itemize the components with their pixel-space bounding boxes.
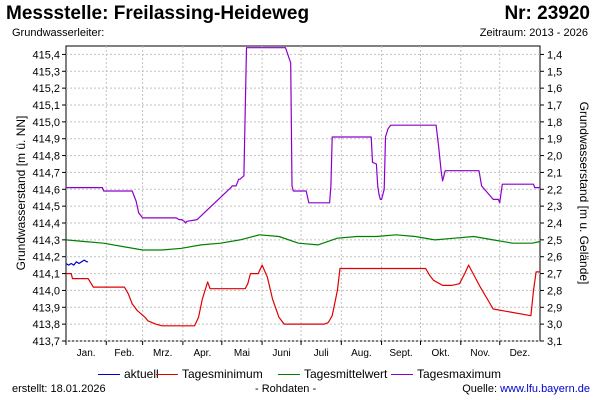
- y-tick-label-left: 414,8: [32, 151, 60, 163]
- y-tick-label-right: 1,5: [547, 66, 562, 78]
- y-tick-label-right: 2,9: [547, 302, 562, 314]
- y-tick-label-right: 2,5: [547, 235, 562, 247]
- y-tick-label-left: 414,1: [32, 269, 60, 281]
- legend-label-aktuell: aktuell: [124, 367, 159, 381]
- y-tick-label-right: 2,0: [547, 151, 562, 163]
- created-date: erstellt: 18.01.2026: [12, 383, 106, 395]
- y-tick-label-right: 2,8: [547, 285, 562, 297]
- legend-swatch-tagesminimum: [156, 374, 178, 375]
- legend-item-aktuell[interactable]: aktuell: [98, 367, 168, 381]
- legend-label-tagesminimum: Tagesminimum: [182, 367, 263, 381]
- series-aktuell: [65, 259, 89, 266]
- y-tick-label-left: 414,3: [32, 235, 60, 247]
- legend-label-tagesmaximum: Tagesmaximum: [417, 367, 502, 381]
- y-tick-label-left: 413,7: [32, 336, 60, 348]
- y-tick-label-right: 1,8: [547, 117, 562, 129]
- x-tick-label: Apr.: [193, 348, 211, 359]
- legend-swatch-tagesmittelwert: [278, 374, 300, 375]
- series-tagesmittelwert: [65, 234, 541, 251]
- source-credit: Quelle: www.lfu.bayern.de: [462, 383, 590, 395]
- y-tick-label-left: 414,6: [32, 184, 60, 196]
- x-tick-label: Okt.: [431, 348, 449, 359]
- y-tick-label-right: 1,4: [547, 49, 562, 61]
- x-tick-label: Nov.: [470, 348, 490, 359]
- x-tick-label: Dez.: [510, 348, 531, 359]
- x-tick-label: Sept.: [389, 348, 412, 359]
- y-tick-label-right: 2,2: [547, 184, 562, 196]
- x-tick-label: Aug.: [351, 348, 372, 359]
- y-tick-label-right: 1,7: [547, 100, 562, 112]
- y-tick-label-left: 415,1: [32, 100, 60, 112]
- period-label: Zeitraum: 2013 - 2026: [479, 27, 588, 39]
- plot-frame: [65, 45, 541, 342]
- y-tick-label-left: 414,2: [32, 252, 60, 264]
- series-tagesmaximum: [66, 47, 540, 224]
- x-tick-label: Mrz.: [153, 348, 172, 359]
- y-tick-label-left: 414,4: [32, 218, 60, 230]
- legend-item-tagesminimum[interactable]: Tagesminimum: [156, 367, 276, 381]
- y-tick-label-right: 1,9: [547, 134, 562, 146]
- x-tick-label: Juni: [272, 348, 290, 359]
- x-tick-label: Juli: [314, 348, 329, 359]
- legend-swatch-tagesmaximum: [391, 374, 413, 375]
- y-tick-label-left: 414,9: [32, 134, 60, 146]
- y-tick-label-right: 3,0: [547, 319, 562, 331]
- y-tick-label-right: 2,4: [547, 218, 562, 230]
- y-tick-label-right: 2,6: [547, 252, 562, 264]
- y-tick-label-left: 413,8: [32, 319, 60, 331]
- source-label: Quelle:: [462, 383, 498, 395]
- y-tick-label-left: 413,9: [32, 302, 60, 314]
- y-tick-label-right: 2,1: [547, 167, 562, 179]
- x-tick-label: Jan.: [77, 348, 96, 359]
- legend-item-tagesmittelwert[interactable]: Tagesmittelwert: [278, 367, 408, 381]
- legend-item-tagesmaximum[interactable]: Tagesmaximum: [391, 367, 521, 381]
- y-tick-label-left: 415,3: [32, 66, 60, 78]
- y-tick-label-left: 414,0: [32, 285, 60, 297]
- station-number: Nr: 23920: [504, 3, 590, 24]
- legend: aktuell Tagesminimum Tagesmittelwert Tag…: [0, 367, 600, 381]
- y-tick-label-right: 1,6: [547, 83, 562, 95]
- y-tick-label-right: 2,3: [547, 201, 562, 213]
- legend-swatch-aktuell: [98, 374, 120, 375]
- legend-label-tagesmittelwert: Tagesmittelwert: [304, 367, 388, 381]
- y-tick-label-left: 415,0: [32, 117, 60, 129]
- y-tick-label-right: 2,7: [547, 269, 562, 281]
- y-tick-label-left: 414,7: [32, 167, 60, 179]
- y-tick-label-left: 415,4: [32, 49, 60, 61]
- station-title: Messstelle: Freilassing-Heideweg: [6, 3, 310, 24]
- aquifer-label: Grundwasserleiter:: [12, 27, 105, 39]
- series-tagesminimum: [66, 264, 540, 327]
- y-tick-label-left: 415,2: [32, 83, 60, 95]
- y-tick-label-left: 414,5: [32, 201, 60, 213]
- raw-data-note: - Rohdaten -: [255, 383, 317, 395]
- x-tick-label: Mai: [234, 348, 250, 359]
- source-link[interactable]: www.lfu.bayern.de: [500, 383, 590, 395]
- y-axis-label-right: Grundwasserstand [m u. Gelände]: [577, 102, 591, 285]
- y-tick-label-right: 3,1: [547, 336, 562, 348]
- y-axis-label-left: Grundwasserstand [m ü. NN]: [14, 116, 28, 271]
- x-tick-label: Feb.: [114, 348, 134, 359]
